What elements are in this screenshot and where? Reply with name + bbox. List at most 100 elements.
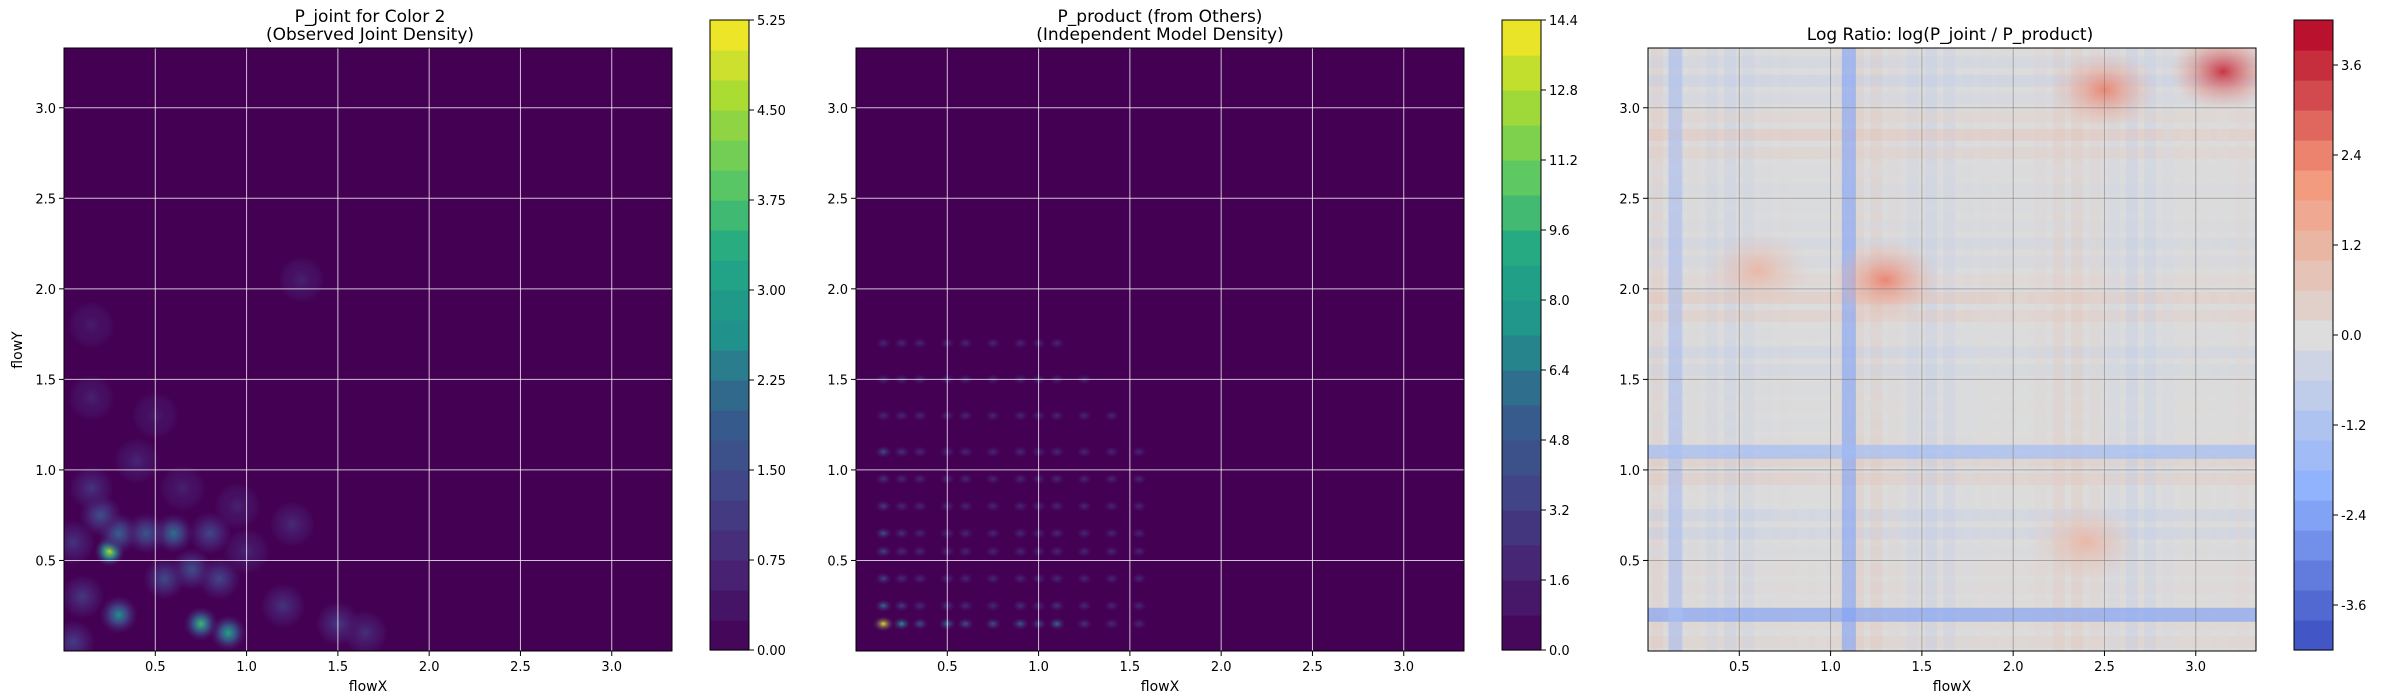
colorbar-level (1502, 440, 1541, 476)
colorbar-tick-label: 2.25 (757, 374, 786, 389)
colorbar-tick-label: 3.75 (757, 194, 786, 209)
colorbar-level (2294, 440, 2333, 471)
colorbar-level (1502, 20, 1541, 56)
x-tick-label: 2.0 (1211, 660, 1232, 675)
product-density-spot (958, 446, 974, 458)
panel2-title-line1: P_product (from Others) (1058, 7, 1263, 27)
panel3-y-ticks: 0.5 1.0 1.5 2.0 2.5 3.0 (1619, 102, 1648, 569)
colorbar-level (2294, 50, 2333, 81)
colorbar-tick-label: 9.6 (1549, 224, 1570, 239)
colorbar-tick-label: 1.50 (757, 464, 786, 479)
colorbar-level (2294, 290, 2333, 321)
product-density-spot (1049, 473, 1065, 485)
colorbar-level (2294, 560, 2333, 591)
panel2-x-axis-label: flowX (1141, 679, 1180, 695)
product-density-spot (1011, 617, 1029, 630)
colorbar-level (1502, 370, 1541, 406)
product-density-spot (985, 446, 1001, 458)
product-density-spot (894, 410, 909, 421)
product-density-spot (1077, 473, 1092, 485)
panel1-y-axis-label: flowY (10, 331, 26, 369)
colorbar-level (710, 320, 749, 351)
y-tick-label: 0.5 (1619, 554, 1640, 569)
colorbar-level (2294, 530, 2333, 561)
product-density-spot (893, 527, 910, 539)
colorbar-level (1502, 510, 1541, 546)
product-density-spot (1104, 528, 1119, 539)
product-density-spot (875, 500, 892, 512)
product-density-spot (875, 445, 892, 458)
product-density-spot (875, 545, 892, 558)
colorbar-frame (1501, 19, 1542, 651)
panel1-density-spots (64, 256, 388, 651)
product-density-spot (875, 473, 892, 485)
product-density-spot (872, 616, 895, 632)
product-density-spot (912, 573, 928, 584)
colorbar-level (710, 440, 749, 471)
density-hotspot (68, 302, 115, 349)
product-density-spot (1104, 410, 1119, 421)
product-density-spot (1012, 446, 1028, 458)
product-density-spot (912, 500, 928, 512)
density-hotspot (269, 501, 315, 547)
colorbar-level (1502, 300, 1541, 336)
colorbar-level (2294, 110, 2333, 141)
product-density-spot (874, 599, 893, 612)
product-density-spot (1104, 600, 1119, 611)
colorbar-tick-label: 3.00 (757, 284, 786, 299)
product-density-spot (1012, 500, 1028, 512)
colorbar-level (2294, 230, 2333, 261)
colorbar-level (1502, 230, 1541, 266)
colorbar-level (2294, 380, 2333, 411)
colorbar-tick-label: 1.2 (2341, 239, 2362, 254)
product-density-spot (1049, 546, 1065, 557)
product-density-spot (1077, 500, 1092, 512)
colorbar-tick-label: 8.0 (1549, 294, 1570, 309)
colorbar-level (710, 20, 749, 51)
colorbar-level (710, 260, 749, 291)
product-density-spot (1131, 573, 1147, 584)
product-density-spot (1104, 473, 1119, 485)
product-density-spot (958, 410, 973, 421)
panel3-ratio-field (1648, 48, 2256, 651)
panel1-colorbar: 0.00 0.75 1.50 2.25 3.00 3.75 4.50 5.25 (709, 14, 786, 659)
product-density-spot (912, 546, 928, 557)
density-hotspot (69, 465, 114, 511)
colorbar-level (710, 80, 749, 111)
colorbar-level (1502, 90, 1541, 126)
product-density-spot (1012, 573, 1028, 584)
product-density-spot (1012, 600, 1028, 612)
product-density-spot (1077, 573, 1092, 584)
x-tick-label: 0.5 (1729, 660, 1750, 675)
panel3-grid (1648, 48, 2256, 651)
y-tick-label: 0.5 (827, 554, 848, 569)
colorbar-level (710, 290, 749, 321)
product-density-spot (957, 600, 974, 612)
panel2-colorbar: 0.0 1.6 3.2 4.8 6.4 8.0 9.6 11.2 12.8 14.4 (1501, 14, 1578, 659)
product-density-spot (958, 473, 973, 485)
colorbar-level (2294, 590, 2333, 621)
colorbar-level (710, 350, 749, 381)
x-tick-label: 1.5 (328, 660, 349, 675)
product-density-spot (1077, 410, 1092, 421)
density-hotspot (68, 374, 115, 421)
panel-log-ratio: Log Ratio: log(P_joint / P_product) 0.5 1… (1619, 19, 2366, 695)
density-hotspot (64, 520, 96, 565)
warm-region (2168, 48, 2256, 112)
y-tick-label: 1.0 (35, 464, 56, 479)
density-hotspot (197, 557, 241, 600)
colorbar-level (2294, 260, 2333, 291)
x-tick-label: 0.5 (145, 660, 166, 675)
y-tick-label: 1.0 (827, 464, 848, 479)
product-density-spot (1131, 618, 1147, 630)
y-tick-label: 3.0 (35, 102, 56, 117)
y-tick-label: 2.5 (35, 192, 56, 207)
colorbar-tick-label: 1.6 (1549, 574, 1570, 589)
panel-joint-density: P_joint for Color 2 (Observed Joint Dens… (10, 7, 786, 695)
panel2-plot-area (856, 48, 1464, 651)
product-density-spot (911, 617, 929, 630)
colorbar-tick-label: 0.0 (2341, 329, 2362, 344)
product-density-spot (912, 410, 928, 421)
colorbar-tick-label: 6.4 (1549, 364, 1570, 379)
